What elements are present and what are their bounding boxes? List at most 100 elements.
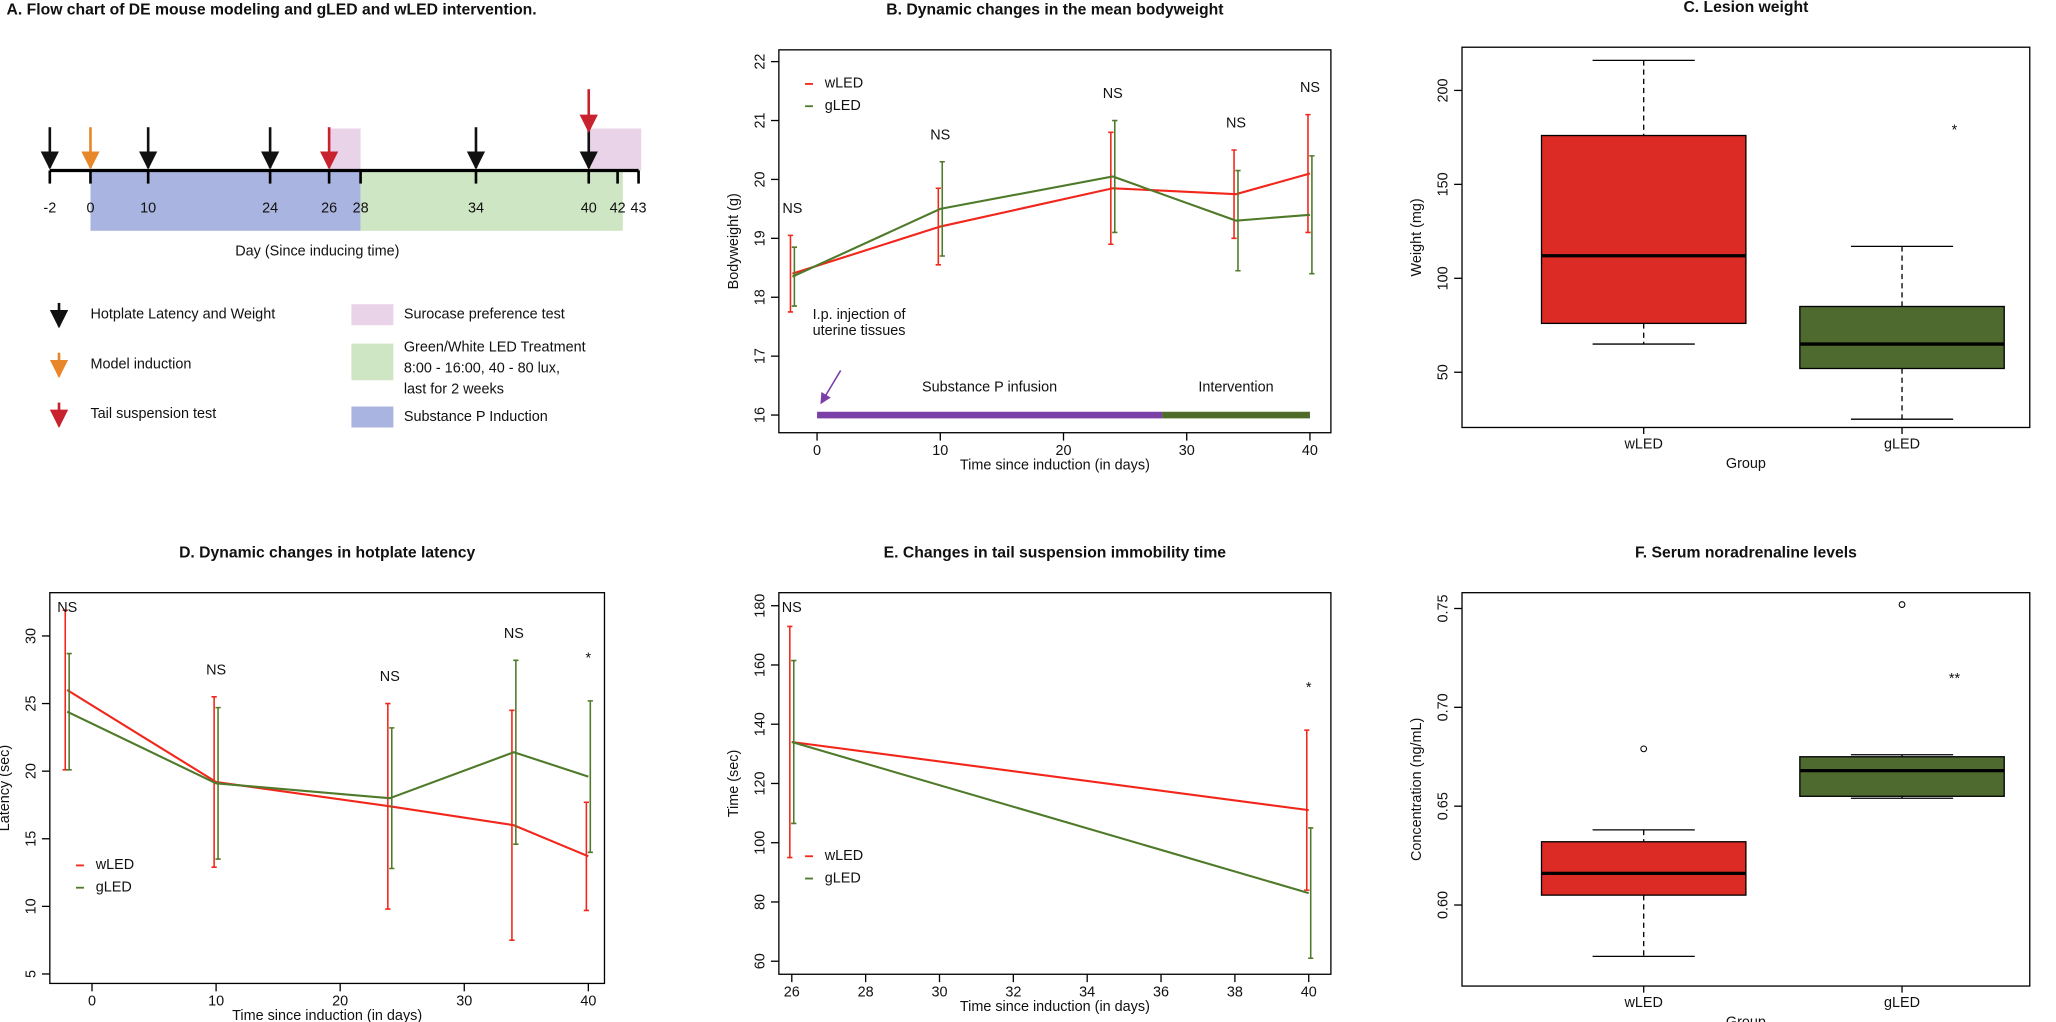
series-line (791, 740, 1310, 895)
x-tick-label: 40 (1301, 984, 1317, 1000)
y-tick-label: 0.70 (1435, 693, 1451, 721)
annotation: NS (930, 127, 950, 143)
error-bar (513, 659, 519, 845)
plot-frame (778, 592, 1332, 975)
day-label: 28 (353, 200, 369, 216)
y-tick-label: 20 (23, 763, 39, 779)
x-axis-label: Time since induction (in days) (232, 1008, 422, 1022)
error-bar (587, 700, 593, 854)
note-text: uterine tissues (813, 323, 906, 339)
day-label: 10 (140, 200, 156, 216)
error-bar (787, 625, 793, 859)
y-tick-label: 150 (1435, 172, 1451, 196)
series-line (791, 175, 1311, 278)
chart-title: B. Dynamic changes in the mean bodyweigh… (886, 2, 1224, 19)
error-bar (1309, 155, 1315, 275)
phase-label: Intervention (1198, 379, 1273, 395)
y-tick-label: 18 (752, 289, 768, 305)
y-tick-label: 30 (23, 628, 39, 644)
legend-text: Model induction (90, 356, 191, 372)
legend-swatch (351, 343, 394, 381)
y-tick-label: 0.65 (1435, 792, 1451, 820)
plot-frame (778, 49, 1332, 434)
y-tick-label: 60 (752, 953, 768, 969)
error-bar (215, 706, 221, 860)
annotation: ** (1949, 671, 1961, 687)
annotation: NS (206, 662, 226, 678)
y-tick-label: 5 (23, 970, 39, 978)
x-tick-label: 0 (88, 994, 96, 1010)
x-tick-label: wLED (1623, 436, 1662, 452)
y-tick-label: 15 (23, 831, 39, 847)
annotation: NS (1300, 80, 1320, 96)
plot-frame (1461, 46, 2031, 429)
day-label: 24 (262, 200, 278, 216)
y-tick-label: 180 (752, 594, 768, 618)
legend-text: Green/White LED Treatment (404, 339, 586, 355)
day-label: 34 (468, 200, 484, 216)
annotation: NS (380, 669, 400, 685)
box (1799, 305, 2005, 370)
x-tick-label: 28 (858, 984, 874, 1000)
y-tick-label: 120 (752, 771, 768, 795)
error-bar (791, 246, 798, 307)
x-tick-label: 0 (813, 443, 821, 459)
y-tick-label: 0.60 (1435, 891, 1451, 919)
y-tick-label: 100 (1435, 266, 1451, 290)
day-label: -2 (43, 200, 56, 216)
legend-label: gLED (825, 870, 861, 886)
day-label: 43 (631, 200, 647, 216)
x-tick-label: 30 (1179, 443, 1195, 459)
chart-title: C. Lesion weight (1683, 0, 1809, 16)
y-tick-label: 19 (752, 230, 768, 246)
y-tick-label: 80 (752, 894, 768, 910)
annotation: NS (504, 626, 524, 642)
plot-frame (1461, 592, 2031, 987)
x-tick-label: 30 (931, 984, 947, 1000)
series-line (66, 710, 589, 800)
y-tick-label: 10 (23, 898, 39, 914)
error-bar (935, 187, 941, 266)
legend-text: Substance P Induction (404, 409, 548, 425)
legend-text: 8:00 - 16:00, 40 - 80 lux, (404, 360, 560, 376)
box (1540, 841, 1747, 896)
y-tick-label: 20 (752, 171, 768, 187)
legend-label: wLED (824, 76, 863, 92)
error-bar (62, 609, 68, 771)
sucrose-test-1 (329, 128, 361, 171)
y-tick-label: 0.75 (1435, 594, 1451, 622)
error-bar (1304, 729, 1310, 891)
x-tick-label: 36 (1153, 984, 1169, 1000)
day-label: 0 (86, 200, 94, 216)
x-tick-label: 40 (580, 994, 596, 1010)
legend-label: wLED (824, 848, 863, 864)
series-line (792, 172, 1311, 275)
error-bar (389, 727, 395, 870)
error-bar (787, 234, 794, 313)
x-tick-label: 10 (208, 994, 224, 1010)
y-tick-label: 50 (1435, 364, 1451, 380)
x-tick-label: gLED (1884, 995, 1920, 1011)
y-tick-label: 17 (752, 348, 768, 364)
x-tick-label: gLED (1884, 436, 1920, 452)
note-arrow (820, 370, 842, 405)
y-axis-label: Latency (sec) (0, 745, 13, 831)
box (1799, 756, 2005, 797)
legend-label: gLED (96, 880, 132, 896)
chart-title: D. Dynamic changes in hotplate latency (179, 545, 475, 562)
y-tick-label: 21 (752, 113, 768, 129)
led-period (360, 170, 623, 231)
series-line (66, 689, 589, 858)
error-bar (1108, 131, 1114, 246)
y-axis-label: Time (sec) (726, 750, 742, 817)
legend-text: last for 2 weeks (404, 381, 504, 397)
y-axis-label: Weight (mg) (1409, 198, 1425, 276)
x-tick-label: wLED (1623, 995, 1662, 1011)
error-bar (1231, 149, 1237, 240)
x-tick-label: 30 (456, 994, 472, 1010)
annotation: * (1952, 123, 1958, 139)
x-tick-label: 10 (932, 443, 948, 459)
annotation: NS (782, 600, 802, 616)
series-line (791, 740, 1309, 812)
